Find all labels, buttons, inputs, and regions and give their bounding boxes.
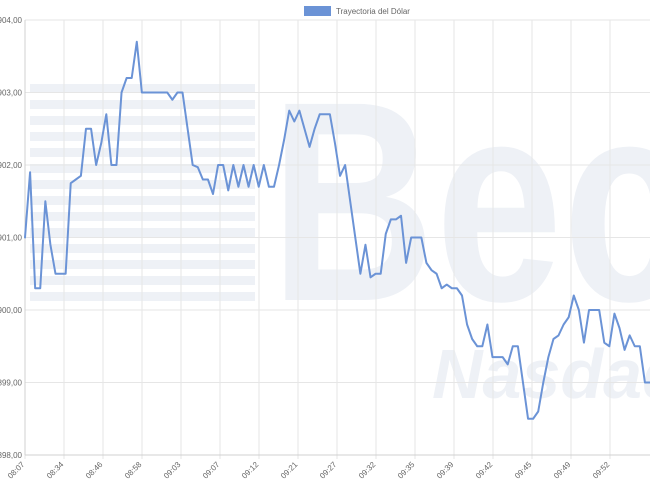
x-tick-label: 09:52 [591,460,612,481]
y-tick-label: 903,00 [0,89,23,98]
series-line [24,40,650,420]
grid [24,19,650,459]
legend-label: Trayectoria del Dólar [336,7,410,16]
y-tick-label: 899,00 [0,379,23,388]
x-tick-label: 09:27 [318,460,339,481]
x-tick-label: 09:12 [240,460,261,481]
x-tick-label: 09:07 [201,460,222,481]
x-tick-label: 09:45 [513,460,534,481]
x-tick-label: 08:07 [6,460,27,481]
x-tick-label: 09:42 [474,460,495,481]
x-tick-label: 08:34 [45,460,66,481]
x-tick-label: 09:32 [357,460,378,481]
y-tick-label: 900,00 [0,306,23,315]
legend-swatch [304,6,331,16]
x-tick-label: 08:46 [84,460,105,481]
x-tick-label: 08:58 [123,460,144,481]
x-tick-label: 09:35 [396,460,417,481]
y-tick-label: 904,00 [0,16,23,25]
y-tick-label: 902,00 [0,161,23,170]
x-tick-label: 09:39 [435,460,456,481]
watermark-text: Bec [270,43,650,361]
x-tick-label: 09:21 [279,460,300,481]
y-tick-label: 898,00 [0,451,23,460]
x-tick-label: 09:49 [552,460,573,481]
y-tick-label: 901,00 [0,234,23,243]
series-layer [24,40,650,420]
legend: Trayectoria del Dólar [304,6,410,16]
watermark-logo: Bec Nasdaq [30,43,650,413]
x-tick-label: 09:03 [162,460,183,481]
